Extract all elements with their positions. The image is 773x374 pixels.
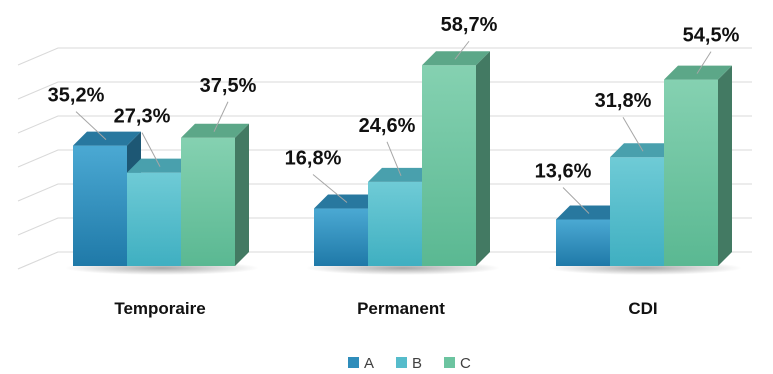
legend-item-B: B xyxy=(396,355,422,372)
leader-line xyxy=(141,132,161,167)
bar-top xyxy=(368,167,436,182)
bar-C-CDI xyxy=(664,65,732,266)
category-label-permanent: Permanent xyxy=(357,299,445,318)
bar-front xyxy=(664,79,718,266)
gridline xyxy=(17,115,752,134)
bar-top xyxy=(127,158,195,173)
legend-label: A xyxy=(364,355,374,372)
leader-line xyxy=(696,51,712,74)
bar-front xyxy=(368,181,422,266)
legend-swatch xyxy=(348,357,359,368)
legend-swatch xyxy=(444,357,455,368)
bar-front xyxy=(556,219,610,266)
legend-label: C xyxy=(460,355,471,372)
data-label-leaders xyxy=(75,40,712,214)
bar-front xyxy=(314,208,368,266)
leader-line xyxy=(562,187,590,214)
category-labels: Temporaire Permanent CDI xyxy=(114,299,657,318)
bar-front xyxy=(610,157,664,266)
bar-C-Temporaire xyxy=(181,123,249,266)
bar-C-Permanent xyxy=(422,51,490,266)
bar-front xyxy=(422,65,476,266)
bar-top xyxy=(73,131,141,146)
leader-line xyxy=(454,40,470,60)
bar-top xyxy=(610,143,678,158)
gridline xyxy=(17,47,752,66)
bar-top xyxy=(556,205,624,220)
gridline xyxy=(17,183,752,202)
legend-item-A: A xyxy=(348,355,374,372)
leader-line xyxy=(213,101,229,132)
leader-line xyxy=(312,174,348,203)
legend-swatch xyxy=(396,357,407,368)
data-label-A-Permanent: 16,8% xyxy=(285,148,342,170)
bar-front xyxy=(73,145,127,266)
category-label-temporaire: Temporaire xyxy=(114,299,205,318)
bar-front xyxy=(181,137,235,266)
data-label-C-CDI: 54,5% xyxy=(683,25,740,47)
bar-side xyxy=(718,65,732,266)
bar-top xyxy=(314,194,382,209)
gridline xyxy=(17,81,752,100)
bar-front xyxy=(127,172,181,266)
data-label-C-Permanent: 58,7% xyxy=(441,14,498,36)
data-label-A-CDI: 13,6% xyxy=(535,160,592,182)
leader-line xyxy=(386,141,402,177)
floor-edge xyxy=(17,251,752,270)
bar-side xyxy=(476,51,490,266)
leader-line xyxy=(75,111,107,140)
bars xyxy=(73,51,732,266)
gridline xyxy=(17,217,752,236)
bar-side xyxy=(235,123,249,266)
data-label-C-Temporaire: 37,5% xyxy=(200,75,257,97)
data-label-B-Temporaire: 27,3% xyxy=(114,106,171,128)
legend: A B C xyxy=(348,355,471,372)
data-label-B-CDI: 31,8% xyxy=(595,90,652,112)
legend-label: B xyxy=(412,355,422,372)
gridline xyxy=(17,149,752,168)
category-label-cdi: CDI xyxy=(628,299,657,318)
data-label-B-Permanent: 24,6% xyxy=(359,115,416,137)
data-label-A-Temporaire: 35,2% xyxy=(48,85,105,107)
data-labels: 35,2% 27,3% 37,5% 16,8% 24,6% 58,7% 13,6% 31,8%… xyxy=(48,14,740,182)
legend-item-C: C xyxy=(444,355,471,372)
leader-line xyxy=(622,116,644,152)
